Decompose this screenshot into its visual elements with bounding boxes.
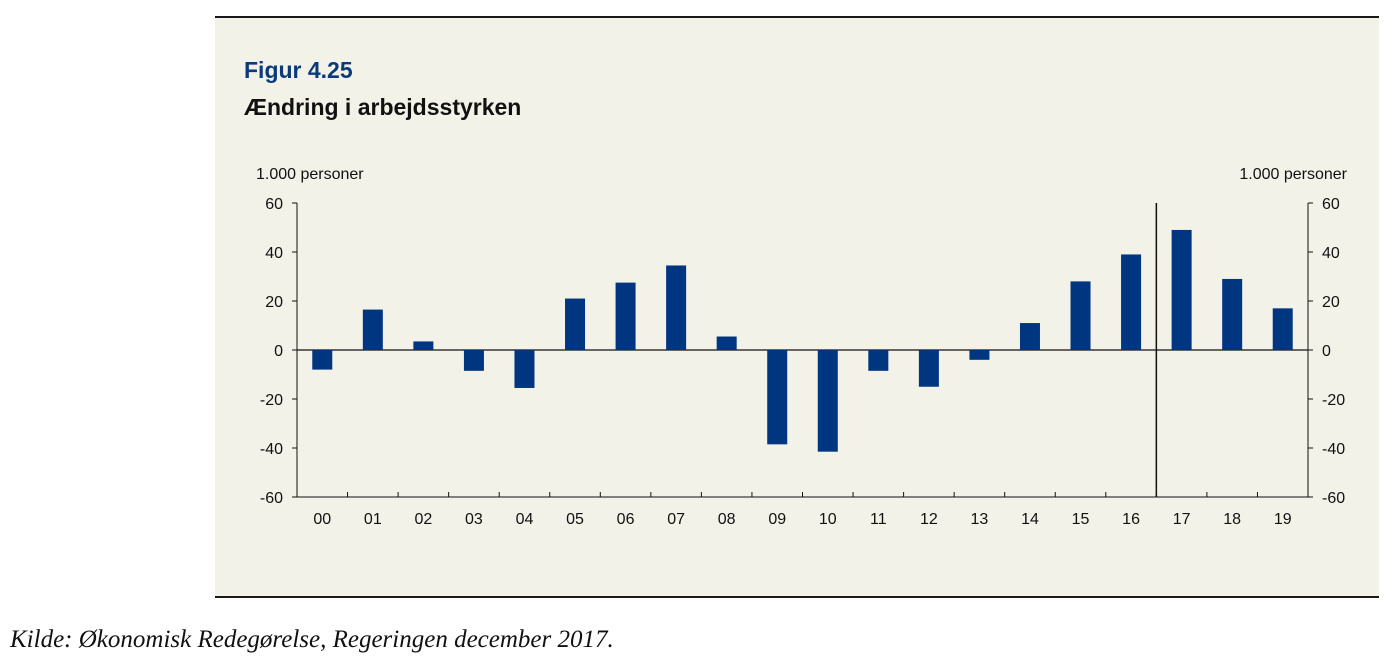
bar-04	[514, 350, 535, 388]
y-tick-label-left: -40	[260, 441, 283, 458]
x-tick-label: 16	[1122, 511, 1140, 528]
bar-14	[1019, 323, 1040, 350]
x-tick-label: 11	[870, 511, 887, 528]
x-tick-label: 19	[1274, 511, 1292, 528]
y-right-unit-label: 1.000 personer	[1239, 166, 1347, 183]
x-tick-label: 12	[920, 511, 938, 528]
y-tick-label-right: -20	[1322, 392, 1345, 409]
bar-19	[1272, 308, 1293, 350]
y-tick-label-right: -40	[1322, 441, 1345, 458]
x-tick-label: 07	[667, 511, 685, 528]
x-tick-label: 15	[1072, 511, 1090, 528]
bar-02	[413, 341, 434, 350]
x-tick-label: 02	[414, 511, 432, 528]
bar-08	[716, 336, 737, 350]
x-tick-label: 03	[465, 511, 483, 528]
x-tick-label: 00	[313, 511, 331, 528]
bar-00	[312, 350, 333, 370]
y-left-unit-label: 1.000 personer	[256, 166, 364, 183]
x-tick-label: 13	[971, 511, 989, 528]
bar-18	[1222, 278, 1243, 350]
source-note: Kilde: Økonomisk Redegørelse, Regeringen…	[10, 626, 614, 653]
x-tick-label: 04	[516, 511, 534, 528]
bar-03	[463, 350, 484, 371]
y-tick-label-left: -20	[260, 392, 283, 409]
y-tick-label-right: 0	[1322, 343, 1331, 360]
x-tick-label: 14	[1021, 511, 1039, 528]
bar-07	[666, 265, 687, 350]
y-tick-label-right: -60	[1322, 490, 1345, 507]
bar-15	[1070, 281, 1091, 350]
x-tick-label: 18	[1223, 511, 1241, 528]
x-tick-label: 17	[1173, 511, 1191, 528]
bar-01	[362, 309, 383, 350]
y-tick-label-left: 60	[265, 196, 283, 213]
bar-09	[767, 350, 788, 445]
y-tick-label-right: 40	[1322, 245, 1340, 262]
x-tick-label: 06	[617, 511, 635, 528]
bar-05	[565, 298, 586, 350]
x-tick-label: 09	[768, 511, 786, 528]
figure-title: Ændring i arbejdsstyrken	[244, 94, 522, 120]
figure-number: Figur 4.25	[244, 57, 353, 83]
y-tick-label-right: 20	[1322, 294, 1340, 311]
y-tick-label-right: 60	[1322, 196, 1340, 213]
bar-16	[1121, 254, 1142, 350]
x-tick-label: 01	[364, 511, 382, 528]
x-tick-label: 08	[718, 511, 736, 528]
y-tick-label-left: 20	[265, 294, 283, 311]
bar-10	[817, 350, 838, 452]
bar-06	[615, 282, 636, 350]
x-tick-label: 05	[566, 511, 584, 528]
x-tick-label: 10	[819, 511, 837, 528]
bar-17	[1171, 229, 1192, 350]
y-tick-label-left: 0	[274, 343, 283, 360]
bar-11	[868, 350, 889, 371]
y-tick-label-left: 40	[265, 245, 283, 262]
y-tick-label-left: -60	[260, 490, 283, 507]
bar-12	[918, 350, 939, 387]
bar-13	[969, 350, 990, 360]
